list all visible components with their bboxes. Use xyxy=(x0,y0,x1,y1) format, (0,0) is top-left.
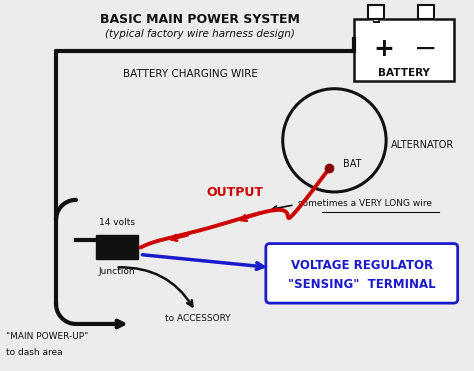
Text: BATTERY CHARGING WIRE: BATTERY CHARGING WIRE xyxy=(123,69,258,79)
Text: BASIC MAIN POWER SYSTEM: BASIC MAIN POWER SYSTEM xyxy=(100,13,300,26)
FancyBboxPatch shape xyxy=(354,19,454,81)
FancyBboxPatch shape xyxy=(266,244,458,303)
Text: ALTERNATOR: ALTERNATOR xyxy=(391,140,455,150)
Text: sometimes a VERY LONG wire: sometimes a VERY LONG wire xyxy=(298,199,432,209)
Text: (typical factory wire harness design): (typical factory wire harness design) xyxy=(105,29,295,39)
Bar xyxy=(368,5,384,19)
Text: 14 volts: 14 volts xyxy=(99,218,135,227)
Text: +: + xyxy=(374,37,394,61)
Text: −: − xyxy=(414,35,438,63)
Text: "SENSING"  TERMINAL: "SENSING" TERMINAL xyxy=(288,278,436,291)
Text: to ACCESSORY: to ACCESSORY xyxy=(165,315,231,324)
Text: Junction: Junction xyxy=(99,267,135,276)
Text: "MAIN POWER-UP": "MAIN POWER-UP" xyxy=(6,332,89,341)
Bar xyxy=(96,234,137,259)
Text: BAT: BAT xyxy=(343,159,362,169)
Bar xyxy=(368,5,384,19)
Bar xyxy=(418,5,434,19)
Text: VOLTAGE REGULATOR: VOLTAGE REGULATOR xyxy=(291,259,433,272)
Text: to dash area: to dash area xyxy=(6,348,63,357)
Text: BATTERY: BATTERY xyxy=(378,68,430,78)
Text: OUTPUT: OUTPUT xyxy=(207,187,264,200)
Bar xyxy=(418,5,434,19)
